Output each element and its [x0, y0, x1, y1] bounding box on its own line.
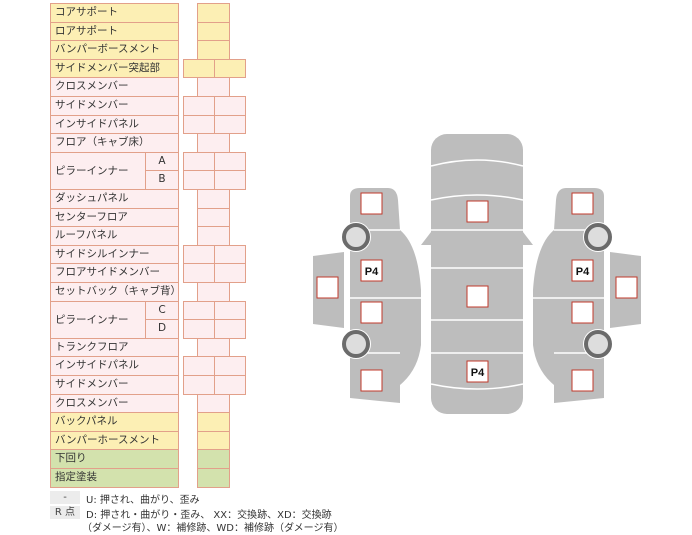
- inspection-box[interactable]: [360, 259, 383, 282]
- wheel-icon: [584, 223, 612, 251]
- legend-text-d-cont: （ダメージ有）、W：補修跡、WD：補修跡（ダメージ有）: [82, 523, 344, 534]
- row-label: クロスメンバー: [50, 77, 179, 97]
- row-label: バンパーホースメント: [50, 430, 179, 451]
- row-label: ピラーインナー: [50, 300, 146, 339]
- inspection-box[interactable]: [466, 200, 489, 223]
- legend-text-d: D: 押され・曲がり・歪み、 XX：交換跡、XD：交換跡: [86, 510, 332, 521]
- p4-marker: P4: [471, 367, 485, 379]
- value-cell[interactable]: [197, 468, 230, 488]
- value-cell[interactable]: [214, 375, 246, 395]
- inspection-box[interactable]: [571, 259, 594, 282]
- p4-marker: P4: [365, 266, 379, 278]
- row-label: バンパーボースメント: [50, 40, 179, 60]
- wheel-icon: [342, 223, 370, 251]
- inspection-box[interactable]: [360, 369, 383, 392]
- value-cell[interactable]: [214, 263, 246, 283]
- right-mirror: [523, 232, 533, 245]
- wheel-icon: [342, 330, 370, 358]
- row-label: クロスメンバー: [50, 393, 179, 414]
- row-label: フロアサイドメンバー: [50, 263, 179, 283]
- value-cell[interactable]: [214, 319, 246, 339]
- car-top-body: [431, 134, 523, 414]
- row-label: サイドメンバー突起部: [50, 58, 179, 79]
- inspection-box[interactable]: [360, 301, 383, 324]
- legend-text-u: U: 押され、曲がり、歪み: [86, 495, 200, 506]
- row-label: センターフロア: [50, 207, 179, 228]
- wheels: [341, 222, 613, 359]
- value-cell[interactable]: [214, 170, 246, 190]
- inspection-box[interactable]: [571, 301, 594, 324]
- inspection-box[interactable]: [571, 369, 594, 392]
- row-label: サイドメンバー: [50, 96, 179, 116]
- row-label: バックパネル: [50, 412, 179, 432]
- row-label: インサイドパネル: [50, 114, 179, 135]
- legend-key-r: R 点: [50, 506, 80, 519]
- row-sublabel: C: [145, 300, 179, 321]
- row-label: サイドシルインナー: [50, 244, 179, 265]
- inspection-box[interactable]: [466, 360, 489, 383]
- inspection-box[interactable]: [571, 192, 594, 215]
- inspection-box[interactable]: [360, 192, 383, 215]
- value-cell[interactable]: [214, 114, 246, 135]
- legend-key-dash: -: [50, 491, 80, 504]
- row-label: フロア（キャブ床）: [50, 133, 179, 153]
- inspection-box[interactable]: [615, 276, 638, 299]
- row-sublabel: A: [145, 151, 179, 172]
- row-label: ピラーインナー: [50, 151, 146, 190]
- row-label: 指定塗装: [50, 468, 179, 488]
- left-mirror: [421, 232, 431, 245]
- inspection-box[interactable]: [466, 285, 489, 308]
- p4-marker: P4: [576, 266, 590, 278]
- value-cell[interactable]: [214, 58, 246, 79]
- wheel-icon: [584, 330, 612, 358]
- inspection-box[interactable]: [316, 276, 339, 299]
